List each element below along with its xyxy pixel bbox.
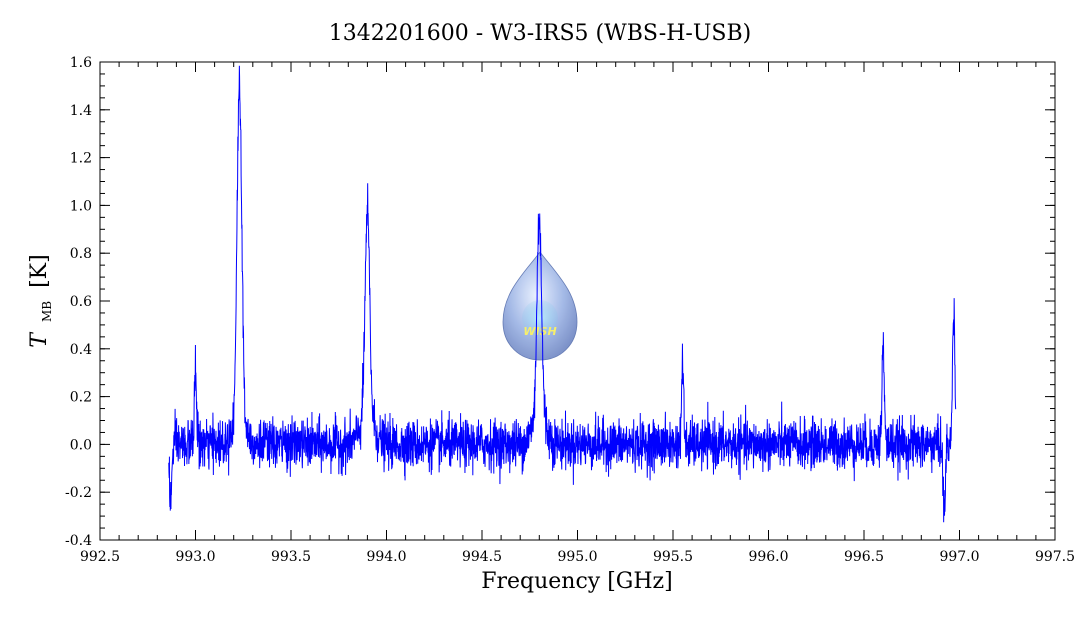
x-tick-label: 994.0 [366,549,406,565]
y-tick-label: 1.6 [70,55,92,71]
major-ticks [99,61,1056,541]
y-tick-label: 0.6 [70,294,92,310]
y-tick-labels: -0.4 -0.2 0.0 0.2 0.4 0.6 0.8 1.0 1.2 1.4 1.6 [65,55,92,549]
plot-area: 992.5 993.0 993.5 994.0 994.5 995.0 995.5 996.0… [65,55,1075,565]
y-tick-label: -0.4 [65,533,92,549]
wish-logo-text: WISH [523,325,556,338]
x-tick-label: 995.0 [557,549,597,565]
y-tick-label: 0.0 [70,437,92,453]
y-tick-label: -0.2 [65,485,92,501]
x-tick-label: 997.5 [1035,549,1075,565]
x-axis-label: Frequency [GHz] [481,569,673,594]
y-tick-label: 1.0 [70,198,92,214]
y-tick-label: 0.2 [70,390,92,406]
x-tick-label: 993.0 [175,549,215,565]
y-axis-symbol: T [27,331,52,348]
y-tick-label: 1.2 [70,151,92,167]
x-tick-label: 995.5 [653,549,693,565]
y-tick-label: 1.4 [70,103,92,119]
y-tick-label: 0.4 [70,342,92,358]
svg-text:T MB [K]: T MB [K] [27,254,57,347]
x-tick-label: 993.5 [271,549,311,565]
wish-logo: WISH [502,251,578,361]
x-tick-label: 996.0 [748,549,788,565]
series-line-spectrum [168,65,957,523]
y-axis-subscript: MB [40,301,54,322]
x-tick-label: 997.0 [939,549,979,565]
x-tick-label: 992.5 [80,549,120,565]
y-axis-label: T MB [K] [27,254,57,347]
wish-glow [522,300,558,336]
y-axis-unit: [K] [27,254,52,288]
y-tick-label: 0.8 [70,246,92,262]
x-tick-labels: 992.5 993.0 993.5 994.0 994.5 995.0 995.5 996.0… [80,549,1075,565]
x-tick-label: 996.5 [844,549,884,565]
x-tick-label: 994.5 [462,549,502,565]
chart-title: 1342201600 - W3-IRS5 (WBS-H-USB) [329,21,751,46]
